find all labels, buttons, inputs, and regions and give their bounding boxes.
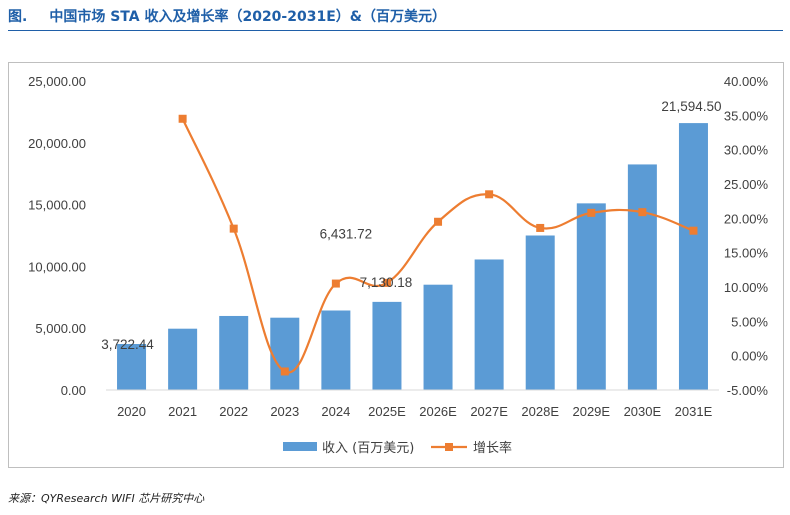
combo-chart: 0.00 5,000.00 10,000.00 15,000.00 20,000.00 2… xyxy=(28,74,769,456)
right-axis-tick-label: 0.00% xyxy=(731,349,768,364)
right-axis-tick-label: 15.00% xyxy=(724,246,769,261)
growth-point-2027E xyxy=(485,190,494,199)
bar-revenue-2024 xyxy=(321,310,351,390)
bar-revenue-2021 xyxy=(168,328,198,390)
bar-revenue-2030E xyxy=(627,164,657,390)
x-axis-tick-label: 2030E xyxy=(624,404,662,419)
chart-frame: 0.00 5,000.00 10,000.00 15,000.00 20,000.00 2… xyxy=(8,62,784,468)
growth-point-2025E xyxy=(382,278,391,287)
growth-point-2023 xyxy=(280,367,289,376)
right-axis-tick-label: -5.00% xyxy=(727,383,769,398)
growth-point-2022 xyxy=(229,224,238,233)
x-axis-tick-label: 2020 xyxy=(117,404,146,419)
left-axis-tick-label: 15,000.00 xyxy=(28,198,86,213)
left-axis-tick-label: 20,000.00 xyxy=(28,136,86,151)
x-axis-tick-label: 2029E xyxy=(572,404,610,419)
left-axis-tick-label: 0.00 xyxy=(61,383,86,398)
growth-point-2021 xyxy=(178,114,187,123)
title-divider xyxy=(8,30,783,31)
bar-revenue-2025E xyxy=(372,301,402,390)
legend-label-growth: 增长率 xyxy=(473,440,512,456)
bar-revenue-2023 xyxy=(270,317,300,390)
data-label: 6,431.72 xyxy=(320,227,373,242)
right-axis-tick-label: 20.00% xyxy=(724,211,769,226)
figure-label: 图. xyxy=(8,9,28,25)
x-axis-tick-label: 2025E xyxy=(368,404,406,419)
legend-label-revenue: 收入 (百万美元) xyxy=(322,441,414,456)
growth-point-2029E xyxy=(587,208,596,217)
right-axis-tick-label: 25.00% xyxy=(724,177,769,192)
x-axis-tick-label: 2027E xyxy=(470,404,508,419)
data-label: 7,130.18 xyxy=(360,275,413,290)
right-axis-tick-label: 35.00% xyxy=(724,108,769,123)
right-axis-tick-label: 40.00% xyxy=(724,74,769,89)
chart-title: 中国市场 STA 收入及增长率（2020-2031E）&（百万美元） xyxy=(49,9,446,25)
bar-revenue-2028E xyxy=(525,235,555,390)
growth-point-2028E xyxy=(536,223,545,232)
bar-revenue-2022 xyxy=(219,315,249,390)
left-axis-tick-label: 5,000.00 xyxy=(35,321,86,336)
legend-swatch-revenue xyxy=(283,442,317,451)
right-axis-tick-label: 5.00% xyxy=(731,314,768,329)
right-axis-tick-label: 30.00% xyxy=(724,143,769,158)
x-axis-tick-label: 2026E xyxy=(419,404,457,419)
growth-point-2031E xyxy=(689,226,698,235)
x-axis-tick-label: 2021 xyxy=(168,404,197,419)
source-note: 来源：QYResearch WIFI 芯片研究中心 xyxy=(8,492,205,505)
figure-title: 图. 中国市场 STA 收入及增长率（2020-2031E）&（百万美元） xyxy=(8,6,446,26)
x-axis-tick-label: 2028E xyxy=(521,404,559,419)
x-axis-tick-label: 2023 xyxy=(270,404,299,419)
left-axis-tick-label: 10,000.00 xyxy=(28,259,86,274)
legend-swatch-growth-marker xyxy=(445,443,453,451)
growth-point-2030E xyxy=(638,208,647,217)
data-label: 3,722.44 xyxy=(101,337,154,352)
x-axis-tick-label: 2024 xyxy=(321,404,350,419)
left-axis-tick-label: 25,000.00 xyxy=(28,74,86,89)
x-axis-tick-label: 2031E xyxy=(675,404,713,419)
bar-revenue-2029E xyxy=(576,203,606,390)
bar-revenue-2031E xyxy=(678,123,708,390)
bar-revenue-2020 xyxy=(117,343,147,390)
data-label: 21,594.50 xyxy=(661,99,721,114)
growth-point-2024 xyxy=(331,279,340,288)
bar-revenue-2027E xyxy=(474,259,504,390)
growth-point-2026E xyxy=(434,217,443,226)
bar-revenue-2026E xyxy=(423,284,453,390)
right-axis-tick-label: 10.00% xyxy=(724,280,769,295)
x-axis-tick-label: 2022 xyxy=(219,404,248,419)
